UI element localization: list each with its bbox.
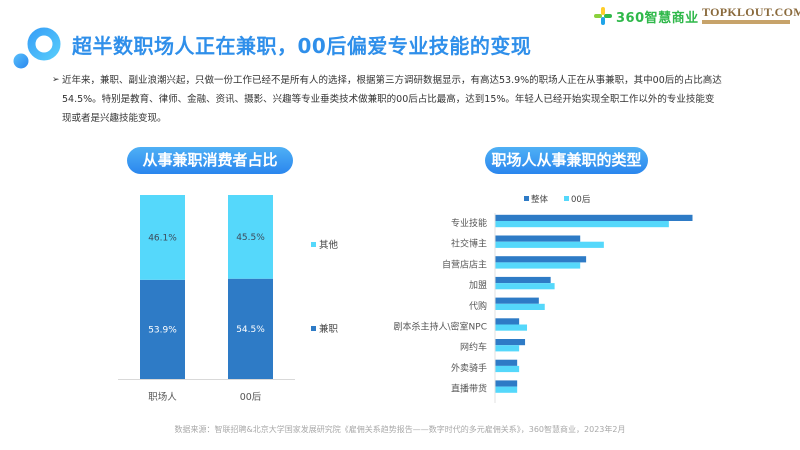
bar xyxy=(495,380,518,387)
bar-segment xyxy=(228,195,273,279)
topklout-text: TOPKLOUT.COM xyxy=(702,5,800,19)
bar-row: 社交博主 xyxy=(451,235,604,250)
bar xyxy=(495,318,520,325)
category-label: 自营店店主 xyxy=(442,258,487,270)
bar-value-label: 45.5% xyxy=(236,233,265,243)
bar-segment xyxy=(140,279,185,379)
legend-item: 00后 xyxy=(564,194,591,205)
stacked-bar-chart: 53.9% 46.1% 职场人 54.5% 45.5% 00后 兼职 其他 xyxy=(118,195,339,403)
category-label: 外卖骑手 xyxy=(451,362,487,374)
topklout-subline xyxy=(702,20,790,24)
bar-row: 直播带货 xyxy=(451,380,518,395)
bar-segment xyxy=(228,278,273,379)
bar xyxy=(495,262,581,269)
legend-item: 整体 xyxy=(524,194,549,205)
bar xyxy=(495,235,581,242)
bar-value-label: 54.5% xyxy=(236,325,265,335)
category-label: 加盟 xyxy=(469,280,487,291)
bar xyxy=(495,339,526,346)
legend-item: 其他 xyxy=(311,239,339,251)
bar xyxy=(495,297,539,304)
legend-swatch xyxy=(311,326,316,331)
category-label: 代购 xyxy=(469,300,487,312)
bar-row: 代购 xyxy=(469,297,545,312)
stacked-bar-group: 54.5% 45.5% xyxy=(228,195,273,379)
category-label: 社交博主 xyxy=(451,238,487,250)
category-label: 剧本杀主持人\密室NPC xyxy=(394,321,487,333)
page-title: 超半数职场人正在兼职，00后偏爱专业技能的变现 xyxy=(72,34,532,58)
bar xyxy=(495,365,520,373)
bar-row: 专业技能 xyxy=(451,214,693,229)
bar xyxy=(495,283,555,290)
bar xyxy=(495,214,693,221)
brand-360-text: 360智慧商业 xyxy=(616,10,699,26)
bullet-arrow-icon: ➢ xyxy=(52,75,60,85)
legend-label: 整体 xyxy=(531,194,549,205)
bar xyxy=(495,386,518,393)
left-panel-title: 从事兼职消费者占比 xyxy=(127,147,293,174)
bar-segment xyxy=(140,195,185,280)
bar xyxy=(495,276,551,284)
right-panel-title: 职场人从事兼职的类型 xyxy=(485,147,648,174)
legend-label: 兼职 xyxy=(319,323,339,335)
logo-circle-icon xyxy=(13,27,61,69)
bar-row: 外卖骑手 xyxy=(451,359,520,374)
bar-value-label: 46.1% xyxy=(148,233,177,243)
legend-swatch xyxy=(311,242,316,247)
legend-item: 兼职 xyxy=(311,323,339,335)
brand-360-logo: 360智慧商业 xyxy=(593,6,699,26)
topklout-logo: TOPKLOUT.COM xyxy=(702,6,800,24)
legend-label: 其他 xyxy=(319,239,339,251)
bar xyxy=(495,359,518,366)
bar xyxy=(495,241,604,248)
bar xyxy=(495,221,669,228)
category-label: 直播带货 xyxy=(451,383,487,395)
stacked-bar-group: 53.9% 46.1% xyxy=(140,195,185,379)
category-label: 专业技能 xyxy=(451,217,487,229)
legend-swatch xyxy=(524,196,529,201)
bar xyxy=(495,345,520,352)
bar-row: 自营店店主 xyxy=(442,256,587,270)
category-label: 网约车 xyxy=(460,341,487,353)
bar-row: 加盟 xyxy=(469,276,555,291)
bar xyxy=(495,303,545,310)
category-label: 职场人 xyxy=(148,392,177,403)
intro-text: 近年来，兼职、副业浪潮兴起，只做一份工作已经不是所有人的选择，根据第三方调研数据… xyxy=(62,75,722,124)
bar-row: 剧本杀主持人\密室NPC xyxy=(394,318,528,333)
category-label: 00后 xyxy=(240,392,262,403)
legend-label: 00后 xyxy=(571,194,591,205)
bar-value-label: 53.9% xyxy=(148,325,177,335)
data-source-note: 数据来源：智联招聘&北京大学国家发展研究院《雇佣关系趋势报告——数字时代的多元雇… xyxy=(174,425,626,434)
bar xyxy=(495,324,528,331)
pinwheel-icon xyxy=(594,7,612,25)
intro-paragraph: ➢ 近年来，兼职、副业浪潮兴起，只做一份工作已经不是所有人的选择，根据第三方调研… xyxy=(52,71,722,128)
legend-swatch xyxy=(564,196,569,201)
bar-row: 网约车 xyxy=(460,339,526,353)
bar xyxy=(495,256,587,263)
